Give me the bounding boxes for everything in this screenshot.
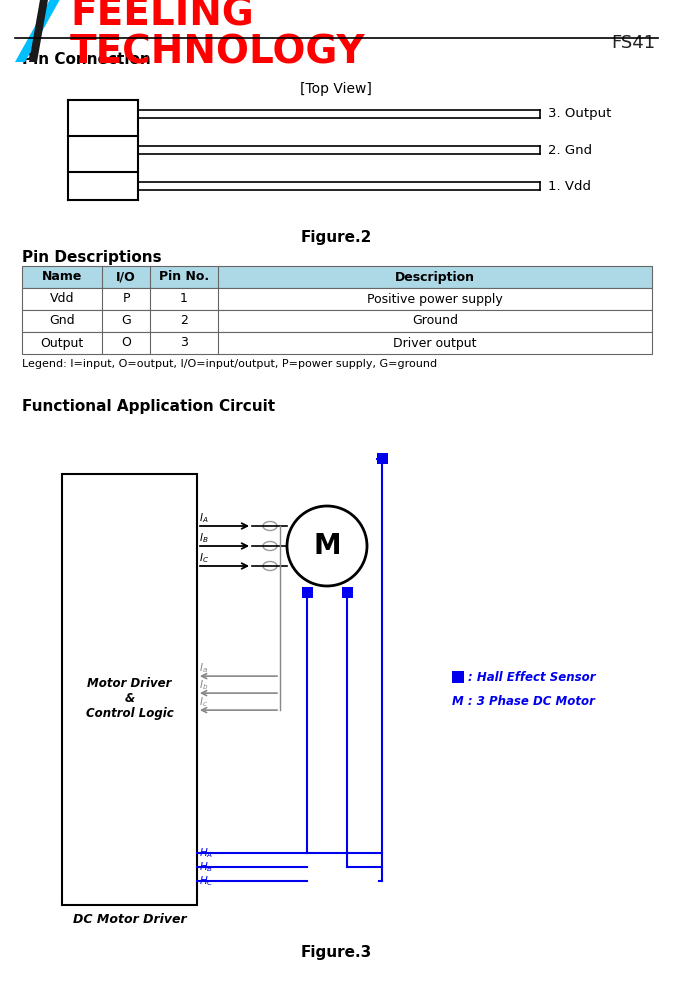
Bar — [22, 332, 652, 354]
Text: Motor Driver
&
Control Logic: Motor Driver & Control Logic — [85, 677, 174, 720]
Text: Figure.2: Figure.2 — [300, 230, 371, 245]
Text: DC Motor Driver: DC Motor Driver — [73, 913, 186, 926]
Text: : Hall Effect Sensor: : Hall Effect Sensor — [468, 671, 596, 684]
Text: Vdd: Vdd — [50, 292, 74, 306]
Text: $I_a$: $I_a$ — [199, 661, 208, 675]
Text: FS41: FS41 — [611, 34, 655, 52]
Text: Legend: I=input, O=output, I/O=input/output, P=power supply, G=ground: Legend: I=input, O=output, I/O=input/out… — [22, 359, 437, 369]
Text: Description: Description — [395, 270, 475, 284]
Text: G: G — [121, 314, 131, 328]
Text: $H_C$: $H_C$ — [199, 874, 214, 888]
Bar — [62, 474, 197, 905]
Text: $I_C$: $I_C$ — [199, 551, 209, 565]
Bar — [22, 266, 652, 288]
Text: Pin Descriptions: Pin Descriptions — [22, 250, 162, 265]
Text: 2: 2 — [180, 314, 188, 328]
Text: O: O — [121, 336, 131, 350]
Bar — [302, 587, 312, 598]
Bar — [22, 288, 652, 310]
Text: [Top View]: [Top View] — [300, 82, 372, 96]
Text: $I_c$: $I_c$ — [199, 695, 208, 709]
Text: $I_b$: $I_b$ — [199, 678, 209, 692]
Text: Pin Connection: Pin Connection — [22, 52, 151, 67]
Text: 1. Vdd: 1. Vdd — [548, 180, 591, 192]
Bar — [452, 671, 464, 683]
Text: 1: 1 — [180, 292, 188, 306]
Text: M: M — [313, 532, 341, 560]
Text: Output: Output — [40, 336, 83, 350]
Text: FEELING: FEELING — [70, 0, 254, 34]
Text: Gnd: Gnd — [49, 314, 75, 328]
Text: Name: Name — [42, 270, 82, 284]
Text: $I_B$: $I_B$ — [199, 531, 209, 545]
Text: Ground: Ground — [412, 314, 458, 328]
Text: $I_A$: $I_A$ — [199, 511, 209, 525]
Text: P: P — [122, 292, 130, 306]
Bar — [376, 453, 388, 464]
Text: 2. Gnd: 2. Gnd — [548, 143, 592, 156]
Text: 3: 3 — [180, 336, 188, 350]
Text: Functional Application Circuit: Functional Application Circuit — [22, 399, 275, 414]
Text: Pin No.: Pin No. — [159, 270, 209, 284]
Polygon shape — [15, 0, 63, 62]
Bar — [341, 587, 353, 598]
Bar — [22, 310, 652, 332]
Text: Positive power supply: Positive power supply — [367, 292, 503, 306]
Text: $H_B$: $H_B$ — [199, 860, 213, 874]
Text: M : 3 Phase DC Motor: M : 3 Phase DC Motor — [452, 695, 595, 708]
Text: Driver output: Driver output — [393, 336, 476, 350]
Text: 3. Output: 3. Output — [548, 107, 611, 120]
Text: Figure.3: Figure.3 — [300, 945, 371, 960]
Text: $H_A$: $H_A$ — [199, 846, 213, 860]
Text: I/O: I/O — [116, 270, 136, 284]
Polygon shape — [29, 0, 49, 62]
Text: TECHNOLOGY: TECHNOLOGY — [70, 34, 365, 72]
